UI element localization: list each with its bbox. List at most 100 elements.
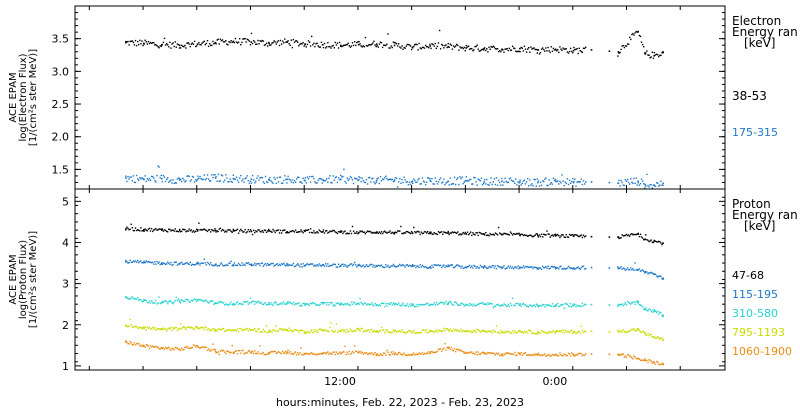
data-point: [433, 351, 435, 354]
data-point: [505, 305, 507, 307]
data-point: [179, 302, 182, 304]
data-point: [443, 47, 445, 49]
data-point: [269, 177, 271, 179]
data-point: [585, 330, 587, 333]
data-point: [356, 41, 358, 44]
data-point: [206, 174, 209, 176]
data-point: [163, 176, 166, 178]
data-point: [388, 303, 390, 305]
data-point: [530, 304, 532, 307]
data-point: [441, 231, 443, 233]
data-point: [624, 302, 627, 304]
data-point: [241, 41, 243, 44]
data-point: [565, 331, 567, 333]
data-point: [659, 311, 661, 313]
data-point: [575, 332, 577, 335]
data-point: [429, 179, 432, 182]
data-point: [338, 303, 341, 306]
data-point: [580, 267, 583, 269]
data-point: [491, 233, 493, 236]
data-point: [492, 352, 494, 354]
data-point: [253, 264, 255, 266]
data-point: [321, 301, 324, 304]
data-point: [560, 330, 562, 332]
data-point: [296, 178, 298, 180]
data-point: [404, 354, 406, 356]
y-axis-label: log(Electron Flux): [18, 53, 29, 141]
data-point: [424, 303, 427, 305]
data-point: [585, 181, 587, 183]
data-point: [199, 229, 201, 231]
data-point: [221, 228, 224, 231]
data-point: [176, 299, 179, 301]
data-point: [234, 303, 237, 305]
data-point: [175, 261, 177, 263]
data-point: [188, 43, 190, 45]
data-point: [646, 239, 648, 241]
data-point: [351, 42, 354, 44]
data-point: [638, 358, 641, 360]
data-point: [188, 175, 190, 178]
data-point: [306, 263, 309, 265]
data-point: [340, 178, 342, 181]
data-point: [433, 232, 435, 234]
data-point: [452, 350, 455, 352]
data-point: [427, 352, 429, 355]
data-point: [315, 304, 317, 306]
data-point: [367, 329, 370, 331]
data-point: [245, 327, 247, 330]
data-point: [499, 49, 501, 52]
data-point: [490, 177, 492, 179]
data-point: [182, 177, 184, 180]
data-point: [183, 348, 185, 351]
data-point: [625, 233, 628, 236]
data-point: [150, 42, 153, 44]
data-point: [625, 356, 628, 359]
data-point: [193, 231, 196, 233]
data-point: [200, 44, 202, 46]
data-point: [576, 48, 578, 50]
data-point: [567, 265, 570, 267]
data-point: [653, 184, 655, 186]
data-point: [343, 231, 345, 233]
data-point: [405, 45, 407, 47]
data-point: [581, 354, 584, 357]
data-point: [452, 45, 455, 47]
data-point: [531, 48, 533, 50]
data-point: [468, 178, 471, 181]
data-point: [286, 302, 288, 304]
data-point: [145, 344, 147, 346]
data-point: [196, 299, 199, 301]
data-point: [309, 263, 312, 265]
data-point: [535, 233, 537, 235]
data-point: [170, 326, 172, 329]
data-point: [190, 229, 193, 231]
data-point: [417, 305, 419, 308]
data-point: [471, 265, 473, 267]
data-point: [197, 261, 199, 264]
data-point: [398, 302, 400, 304]
data-point: [293, 41, 296, 43]
data-point: [474, 305, 476, 307]
data-point: [251, 42, 254, 45]
data-point: [152, 42, 154, 44]
data-point: [226, 350, 228, 352]
data-point: [391, 265, 393, 267]
data-point: [414, 179, 416, 182]
data-point: [374, 302, 376, 305]
data-point: [257, 300, 259, 303]
data-point: [268, 264, 270, 266]
data-point: [140, 43, 142, 45]
data-point: [502, 355, 504, 357]
data-point: [311, 35, 313, 38]
data-point: [443, 231, 445, 233]
data-point: [608, 353, 611, 356]
data-point: [443, 347, 445, 349]
data-point: [393, 42, 396, 44]
data-point: [186, 175, 188, 177]
data-point: [402, 232, 404, 235]
data-point: [278, 44, 281, 47]
data-point: [417, 49, 419, 51]
data-point: [280, 352, 283, 355]
data-point: [631, 357, 633, 359]
